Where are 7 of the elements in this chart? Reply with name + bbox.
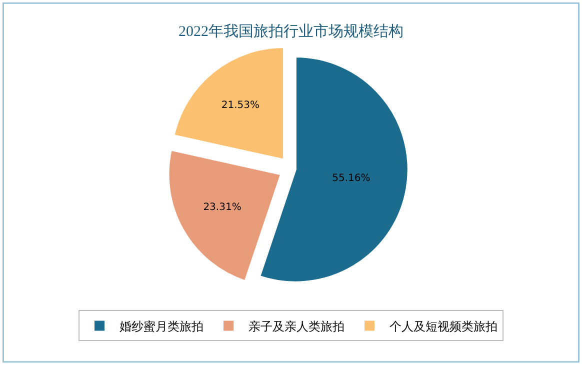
- legend-label: 亲子及亲人类旅拍: [248, 319, 344, 334]
- data-label: 23.31%: [203, 202, 242, 214]
- legend-label: 个人及短视频类旅拍: [390, 319, 498, 334]
- chart-title: 2022年我国旅拍行业市场规模结构: [178, 23, 404, 40]
- data-label: 21.53%: [221, 100, 260, 112]
- data-label: 55.16%: [332, 173, 370, 184]
- legend-label: 婚纱蜜月类旅拍: [120, 319, 204, 334]
